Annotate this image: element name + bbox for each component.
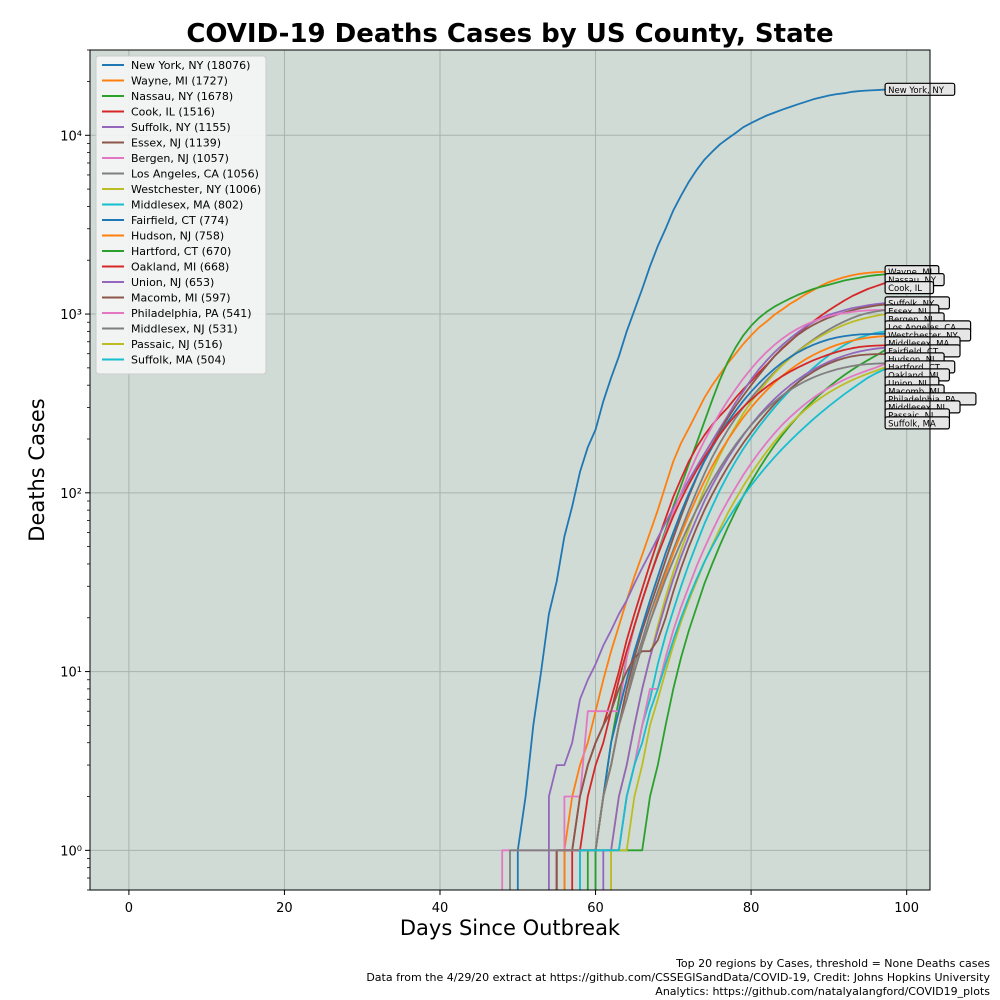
legend-item: Philadelphia, PA (541) — [102, 307, 252, 320]
series-line — [594, 332, 892, 890]
legend-item: Essex, NJ (1139) — [102, 137, 221, 150]
end-label-text: Suffolk, MA — [888, 419, 936, 429]
legend-item: Union, NJ (653) — [102, 276, 214, 289]
footer-line-3: Analytics: https://github.com/natalyalan… — [655, 985, 990, 998]
legend-item: Wayne, MI (1727) — [102, 75, 228, 88]
legend-label: Fairfield, CT (774) — [131, 214, 229, 227]
legend-item: Los Angeles, CA (1056) — [102, 168, 259, 181]
y-axis-label: Deaths Cases — [25, 398, 49, 541]
covid-deaths-chart: COVID-19 Deaths Cases by US County, Stat… — [25, 19, 977, 940]
series-lines — [501, 88, 892, 890]
footer-line-2: Data from the 4/29/20 extract at https:/… — [366, 971, 990, 984]
x-tick-label: 60 — [587, 901, 604, 916]
legend-item: Bergen, NJ (1057) — [102, 152, 229, 165]
legend-label: Middlesex, NJ (531) — [131, 323, 238, 336]
y-tick-label: 10² — [60, 487, 82, 502]
legend-item: Nassau, NY (1678) — [102, 90, 233, 103]
series-line — [555, 353, 892, 890]
plot-frame — [89, 49, 931, 891]
legend-item: Middlesex, MA (802) — [102, 199, 243, 212]
end-label: Cook, IL — [884, 281, 935, 295]
legend-label: Nassau, NY (1678) — [131, 90, 233, 103]
legend-label: Hudson, NJ (758) — [131, 230, 224, 243]
series-line — [548, 302, 892, 890]
legend-label: New York, NY (18076) — [131, 59, 250, 72]
legend-item: Cook, IL (1516) — [102, 106, 215, 119]
end-label-box — [884, 82, 956, 96]
legend-item: Westchester, NY (1006) — [102, 183, 261, 196]
series-line — [571, 280, 892, 890]
legend-label: Westchester, NY (1006) — [131, 183, 261, 196]
x-tick-label: 80 — [743, 901, 760, 916]
legend-label: Macomb, MI (597) — [131, 292, 231, 305]
y-axis: 10⁰ 10¹ 10² 10³ 10⁴ — [60, 49, 90, 891]
legend-label: Middlesex, MA (802) — [131, 199, 243, 212]
legend-item: Passaic, NJ (516) — [102, 338, 223, 351]
legend-label: Wayne, MI (1727) — [131, 75, 228, 88]
end-label-box — [884, 416, 951, 430]
legend-label: Union, NJ (653) — [131, 276, 214, 289]
legend-item: Macomb, MI (597) — [102, 292, 231, 305]
legend-item: Suffolk, MA (504) — [102, 354, 226, 367]
legend-item: Middlesex, NJ (531) — [102, 323, 238, 336]
x-axis: 0 20 40 60 80 100 — [125, 890, 919, 916]
series-line — [501, 360, 892, 890]
legend-label: Oakland, MI (668) — [131, 261, 229, 274]
legend-label: Hartford, CT (670) — [131, 245, 231, 258]
y-tick-label: 10¹ — [60, 666, 82, 681]
series-line — [563, 308, 892, 890]
y-tick-label: 10³ — [60, 308, 82, 323]
legend: New York, NY (18076) Wayne, MI (1727) Nass… — [95, 55, 267, 375]
series-line — [516, 88, 892, 890]
footer-line-1: Top 20 regions by Cases, threshold = Non… — [676, 957, 990, 970]
x-axis-label: Days Since Outbreak — [400, 916, 621, 940]
legend-label: Passaic, NJ (516) — [131, 338, 223, 351]
series-line — [555, 344, 892, 890]
series-line — [594, 344, 892, 890]
legend-label: Suffolk, MA (504) — [131, 354, 226, 367]
end-label: New York, NY — [884, 82, 956, 96]
x-tick-label: 20 — [276, 901, 293, 916]
legend-label: Philadelphia, PA (541) — [131, 307, 252, 320]
footer-notes: Top 20 regions by Cases, threshold = Non… — [366, 957, 990, 999]
legend-item: Oakland, MI (668) — [102, 261, 229, 274]
x-tick-label: 0 — [125, 901, 133, 916]
end-label: Suffolk, MA — [884, 416, 951, 430]
chart-title: COVID-19 Deaths Cases by US County, Stat… — [186, 19, 833, 49]
legend-label: Essex, NJ (1139) — [131, 137, 221, 150]
legend-item: Hudson, NJ (758) — [102, 230, 224, 243]
end-label-box — [884, 281, 935, 295]
grid-lines — [90, 50, 930, 890]
legend-item: Suffolk, NY (1155) — [102, 121, 231, 134]
end-label-text: Cook, IL — [888, 284, 922, 294]
legend-item: Fairfield, CT (774) — [102, 214, 229, 227]
legend-item: New York, NY (18076) — [102, 59, 250, 72]
y-tick-label: 10⁴ — [60, 129, 82, 144]
legend-label: Los Angeles, CA (1056) — [131, 168, 259, 181]
series-line — [579, 366, 892, 890]
x-tick-label: 100 — [894, 901, 919, 916]
legend-box — [95, 55, 267, 375]
legend-item: Hartford, CT (670) — [102, 245, 231, 258]
legend-label: Cook, IL (1516) — [131, 106, 215, 119]
x-tick-label: 40 — [432, 901, 449, 916]
legend-label: Suffolk, NY (1155) — [131, 121, 231, 134]
series-line — [509, 362, 892, 890]
series-line — [610, 364, 892, 890]
end-label-text: New York, NY — [888, 86, 945, 96]
y-tick-label: 10⁰ — [60, 844, 82, 859]
legend-label: Bergen, NJ (1057) — [131, 152, 229, 165]
